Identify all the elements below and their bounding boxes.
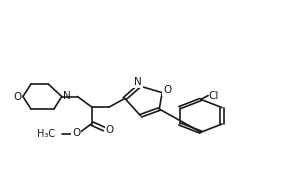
Text: O: O [14, 91, 22, 102]
Text: N: N [134, 77, 142, 87]
Text: H₃C: H₃C [37, 129, 55, 139]
Text: N: N [63, 91, 71, 101]
Text: O: O [72, 128, 80, 138]
Text: O: O [106, 125, 114, 135]
Text: Cl: Cl [209, 91, 219, 101]
Text: O: O [163, 85, 171, 95]
